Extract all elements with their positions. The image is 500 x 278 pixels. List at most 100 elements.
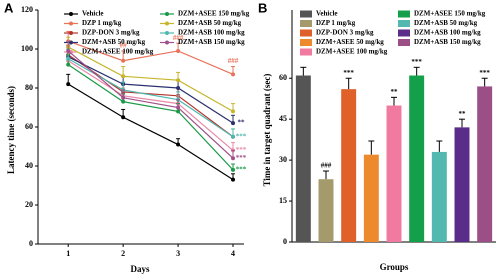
x-tick-label: 4 <box>231 249 235 258</box>
legend-marker <box>69 21 73 26</box>
point <box>66 82 71 87</box>
significance-label: *** <box>411 58 422 66</box>
legend-marker <box>165 21 169 26</box>
legend-swatch <box>300 48 312 56</box>
legend-label: DZP 1 mg/kg <box>316 19 356 27</box>
point <box>121 99 126 104</box>
legend-label: DZM+ASB 150 mg/kg <box>414 38 481 46</box>
significance-label: *** <box>343 69 354 77</box>
legend-marker <box>165 31 169 35</box>
bar <box>318 179 334 242</box>
significance-label: *** <box>236 166 247 174</box>
point <box>121 95 126 100</box>
legend-label: DZM+ASEE 150 mg/kg <box>178 10 250 18</box>
y-tick-label: 0 <box>283 237 287 246</box>
significance-label: ### <box>321 162 332 170</box>
y-tick-label: 60 <box>25 122 33 131</box>
point <box>121 58 126 63</box>
legend-marker <box>69 12 73 16</box>
point <box>231 109 236 114</box>
point <box>231 134 236 139</box>
y-tick-label: 15 <box>279 196 287 205</box>
legend-marker <box>69 31 73 35</box>
bar <box>409 75 425 242</box>
legend-label: DZP-DON 3 mg/kg <box>82 29 140 37</box>
legend-label: DZM+ASB 50 mg/kg <box>82 38 146 46</box>
point <box>176 78 181 83</box>
significance-label: ### <box>228 57 239 65</box>
legend-marker <box>165 40 169 45</box>
x-tick-label: 3 <box>176 249 180 258</box>
point <box>176 86 181 90</box>
x-tick-label: 1 <box>66 249 70 258</box>
x-axis-label: Days <box>130 264 149 274</box>
legend-swatch <box>398 20 410 27</box>
legend-label: DZP-DON 3 mg/kg <box>316 29 374 37</box>
y-tick-label: 40 <box>25 161 33 170</box>
significance-label: *** <box>236 132 247 140</box>
y-tick-label: 20 <box>25 200 33 209</box>
significance-label: *** <box>236 146 247 154</box>
point <box>231 156 236 161</box>
x-axis-label: Groups <box>380 262 409 272</box>
significance-label: *** <box>479 69 490 77</box>
legend-label: DZP 1 mg/kg <box>82 19 122 27</box>
point <box>176 105 181 110</box>
legend-label: DZM+ASEE 100 mg/kg <box>316 48 388 56</box>
bar <box>386 105 402 242</box>
bar <box>477 86 493 243</box>
point <box>231 177 236 182</box>
point <box>66 56 71 61</box>
legend-label: Vehicle <box>82 10 104 18</box>
point <box>66 48 71 53</box>
x-tick-label: 2 <box>121 249 125 258</box>
y-axis-label: Time in target quadrant (sec) <box>262 74 272 187</box>
series-line <box>67 60 234 151</box>
significance-label: ** <box>391 88 399 96</box>
series-line <box>67 50 234 159</box>
y-tick-label: 80 <box>25 83 33 92</box>
bar <box>295 75 311 242</box>
significance-label: ** <box>459 110 467 118</box>
legend-swatch <box>398 10 410 18</box>
legend-label: DZM+ASB 150 mg/kg <box>178 38 245 46</box>
point <box>176 142 181 147</box>
legend-swatch <box>398 29 410 37</box>
legend-label: DZM+ASEE 100 mg/kg <box>82 48 154 56</box>
legend-label: Vehicle <box>316 10 338 18</box>
point <box>231 167 236 172</box>
series-line <box>68 40 234 75</box>
y-tick-label: 60 <box>279 73 287 82</box>
panel-label: A <box>4 0 14 15</box>
series-line <box>67 56 234 124</box>
legend-label: DZM+ASB 50 mg/kg <box>414 19 478 27</box>
point <box>231 72 236 77</box>
y-tick-label: 30 <box>279 155 287 164</box>
significance-label: ** <box>238 119 246 127</box>
legend-label: DZM+ASB 50 mg/kg <box>178 19 242 27</box>
y-tick-label: 45 <box>279 114 287 123</box>
legend-swatch <box>300 39 312 46</box>
point <box>66 62 71 67</box>
y-axis-label: Latency time (seconds) <box>6 86 16 174</box>
series-line <box>67 54 234 138</box>
legend-label: DZM+ASB 100 mg/kg <box>414 29 481 37</box>
bar <box>341 89 357 242</box>
legend-swatch <box>300 10 312 18</box>
point <box>121 74 126 79</box>
series-line <box>67 83 234 181</box>
y-tick-label: 120 <box>21 5 33 14</box>
y-tick-label: 100 <box>21 44 33 53</box>
point <box>231 121 236 126</box>
point <box>176 48 181 53</box>
legend-label: DZM+ASEE 150 mg/kg <box>414 10 486 18</box>
legend-swatch <box>300 20 312 27</box>
legend-swatch <box>398 39 410 46</box>
legend-label: DZM+ASEE 50 mg/kg <box>316 38 384 46</box>
significance-label: ## <box>120 42 128 50</box>
legend-marker <box>165 12 169 16</box>
significance-label: *** <box>236 154 247 162</box>
series-line <box>67 64 234 171</box>
significance-label: ### <box>173 34 184 42</box>
point <box>121 115 126 120</box>
